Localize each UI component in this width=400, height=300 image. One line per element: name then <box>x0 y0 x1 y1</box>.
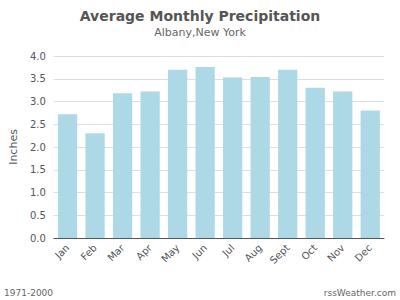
svg-text:2.5: 2.5 <box>30 119 46 130</box>
svg-text:3.5: 3.5 <box>30 73 46 84</box>
svg-text:Jan: Jan <box>52 242 71 261</box>
svg-text:1.5: 1.5 <box>30 164 46 175</box>
svg-text:rssWeather.com: rssWeather.com <box>324 288 396 298</box>
svg-text:Feb: Feb <box>79 242 99 262</box>
svg-text:Jun: Jun <box>190 242 210 262</box>
svg-text:0.5: 0.5 <box>30 210 46 221</box>
svg-text:4.0: 4.0 <box>30 51 46 62</box>
svg-text:1971-2000: 1971-2000 <box>4 288 53 298</box>
svg-text:May: May <box>159 242 181 264</box>
svg-text:Nov: Nov <box>325 242 347 264</box>
svg-text:Apr: Apr <box>134 241 155 262</box>
svg-text:Jul: Jul <box>220 242 237 259</box>
svg-text:Inches: Inches <box>7 129 20 165</box>
svg-text:Dec: Dec <box>353 242 374 263</box>
svg-text:Sept: Sept <box>268 242 292 266</box>
svg-text:Mar: Mar <box>105 241 127 263</box>
svg-text:Average Monthly Precipitation: Average Monthly Precipitation <box>80 8 320 24</box>
svg-text:Oct: Oct <box>299 242 319 262</box>
svg-text:0.0: 0.0 <box>30 233 46 244</box>
svg-text:Aug: Aug <box>242 242 264 264</box>
svg-text:3.0: 3.0 <box>30 96 46 107</box>
svg-text:Albany,New York: Albany,New York <box>154 26 246 39</box>
svg-text:2.0: 2.0 <box>30 142 46 153</box>
svg-text:1.0: 1.0 <box>30 187 46 198</box>
